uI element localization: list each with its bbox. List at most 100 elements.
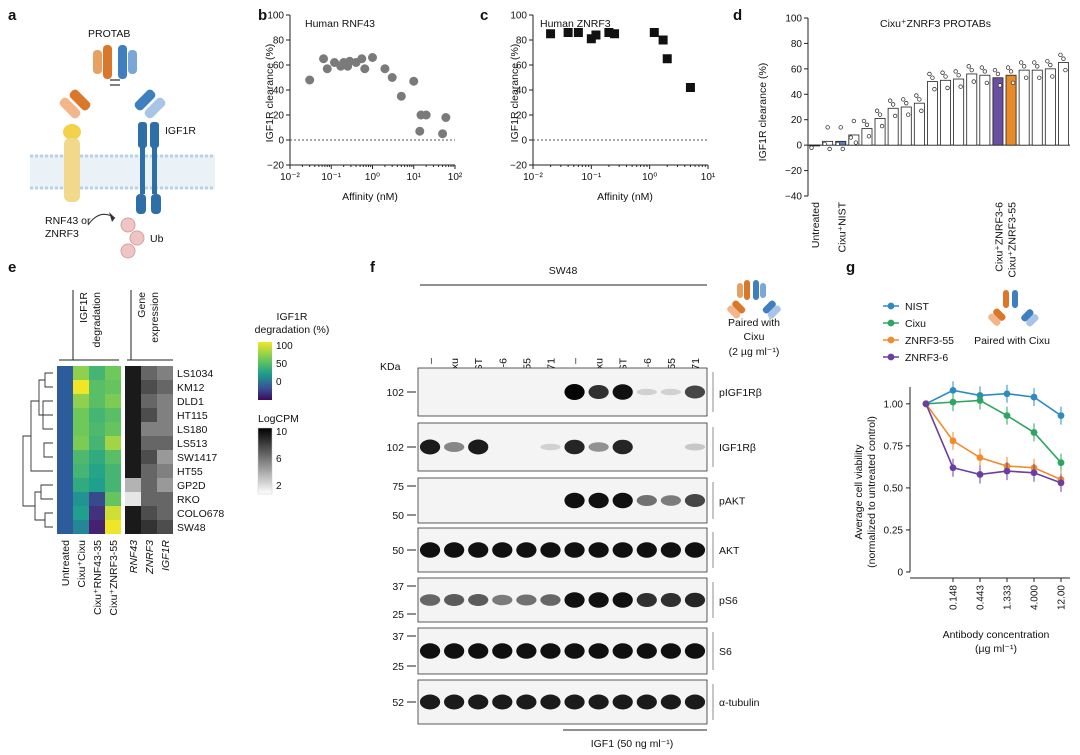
replicate-point	[851, 118, 856, 124]
replicate-point	[848, 135, 853, 140]
data-point	[658, 35, 668, 45]
blot-strip	[417, 679, 708, 725]
expression-cell	[125, 366, 141, 380]
replicate-point	[995, 71, 1001, 77]
cell-line-label: COLO678	[177, 508, 224, 520]
data-point	[649, 28, 659, 37]
heatmap-column-label: ZNRF3	[144, 540, 156, 575]
blot-band	[419, 643, 441, 659]
blot-band	[588, 385, 609, 399]
replicate-point	[1019, 60, 1024, 65]
blot-band	[419, 694, 441, 710]
chart-g-xlabel-2: (µg ml⁻¹)	[975, 643, 1017, 655]
cell-membrane	[30, 154, 215, 190]
expression-cell	[157, 450, 173, 464]
replicate-point	[1037, 75, 1042, 80]
blot-band	[444, 594, 465, 606]
heatmap-column-label: Cixu⁺RNF43-35	[92, 540, 104, 615]
expression-cell	[157, 394, 173, 408]
panel-f-western-blot: f SW48 KDa Paired with Cixu (2 µg ml⁻¹) …	[370, 259, 781, 750]
chart-e-heatmap: e LS1034 KM12 DLD1 HT115 LS180 LS513 SW1417 HT5…	[8, 259, 329, 616]
heatmap-column-label: RNF43	[128, 540, 140, 573]
expression-cell	[157, 408, 173, 422]
series-point	[949, 437, 957, 445]
replicate-point	[930, 75, 935, 80]
chart-c-znrf3-affinity: c Human ZNRF3 IGF1R clearance (%) Affini…	[480, 7, 716, 203]
kda-label: KDa	[380, 361, 401, 373]
chart-g-xlabel: Antibody concentration	[943, 629, 1050, 641]
expression-cell	[141, 394, 157, 408]
blot-band	[540, 443, 561, 451]
y-tick-label: 40	[273, 86, 285, 97]
expression-cell	[125, 520, 141, 534]
y-tick-label: 20	[516, 111, 528, 122]
replicate-point	[958, 84, 963, 89]
expression-cell	[157, 478, 173, 492]
legend-tick: 100	[276, 341, 293, 352]
blot-band	[612, 592, 633, 608]
expression-cell	[157, 366, 173, 380]
blot-band	[516, 694, 537, 710]
blot-row-label: pAKT	[719, 496, 746, 508]
legend-marker	[887, 336, 895, 344]
legend-tick: 0	[276, 377, 282, 388]
kda-marker: 25	[392, 661, 404, 673]
heatmap-cell	[105, 492, 121, 506]
blot-strip	[417, 477, 708, 524]
bar	[848, 134, 860, 146]
legend-tick: 10	[276, 427, 288, 438]
x-tick-label: 10⁰	[365, 172, 380, 183]
heatmap-cell	[73, 520, 89, 534]
legend-marker	[887, 302, 895, 310]
panel-b-label: b	[258, 7, 267, 24]
bar-category-label: Cixu⁺NIST	[836, 201, 848, 252]
panel-a: a PROTAB	[8, 7, 215, 259]
blot-strip	[417, 627, 708, 675]
blot-band	[419, 542, 441, 558]
heatmap-cell	[89, 478, 105, 492]
y-tick-label: 1.00	[884, 399, 904, 410]
heatmap-cell	[73, 492, 89, 506]
cell-line-label: HT115	[177, 410, 208, 422]
blot-band	[444, 442, 465, 452]
replicate-point	[893, 113, 898, 119]
data-point	[563, 28, 573, 37]
heatmap-group-label: Gene	[136, 292, 148, 318]
blot-band	[588, 643, 609, 659]
blot-band	[684, 385, 706, 399]
paired-with-cixu: Paired with Cixu	[974, 335, 1050, 347]
heatmap-column-label: Cixu⁺ZNRF3-55	[108, 540, 120, 616]
heatmap-group-label: expression	[149, 292, 161, 343]
y-tick-label: −20	[510, 161, 527, 172]
series-point	[949, 386, 957, 394]
blot-strip	[417, 527, 708, 573]
x-tick-label: 0.443	[976, 585, 987, 610]
bar	[953, 78, 965, 146]
panel-a-label: a	[8, 7, 17, 24]
data-point	[591, 30, 601, 40]
replicate-point	[906, 112, 911, 117]
data-point	[662, 54, 672, 64]
data-point	[415, 126, 425, 136]
blot-band	[468, 542, 489, 558]
chart-g-viability: g Paired with Cixu Average cell viabilit…	[846, 259, 1070, 655]
bar	[900, 106, 912, 146]
series-line	[925, 399, 1062, 464]
replicate-point	[1063, 67, 1068, 73]
kda-marker: 37	[392, 631, 404, 643]
heatmap-cell	[105, 436, 121, 450]
blot-band	[684, 494, 706, 507]
blot-band	[564, 694, 585, 710]
x-tick-label: 12.00	[1057, 585, 1068, 610]
bar-category-label: Cixu⁺ZNRF3-55	[1007, 202, 1019, 278]
data-point	[396, 91, 406, 101]
cell-line-label: LS180	[177, 424, 208, 436]
blot-band	[419, 594, 441, 606]
blot-band	[516, 542, 537, 558]
replicate-point	[1048, 62, 1053, 68]
chart-c-title: Human ZNRF3	[540, 18, 611, 30]
expression-cell	[141, 506, 157, 520]
igf1r-receptor-icon	[136, 122, 161, 214]
heatmap-cell	[89, 464, 105, 478]
cell-line-label: DLD1	[177, 396, 204, 408]
